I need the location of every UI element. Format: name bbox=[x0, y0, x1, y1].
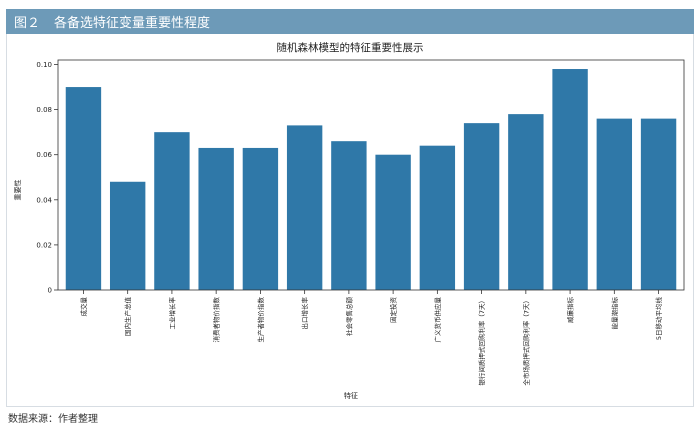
x-tick-label: 成交量 bbox=[79, 297, 88, 317]
x-tick-label: 出口增长率 bbox=[300, 297, 309, 330]
x-tick-label: 5日移动平均线 bbox=[654, 297, 663, 341]
bar bbox=[419, 145, 456, 290]
bar bbox=[109, 181, 146, 290]
chart-title: 随机森林模型的特征重要性展示 bbox=[277, 41, 424, 54]
x-tick-label: 全市场质押式回购利率（7天） bbox=[521, 297, 530, 386]
bar bbox=[463, 123, 500, 290]
bar bbox=[198, 147, 234, 290]
y-tick-label: 0.04 bbox=[36, 196, 52, 204]
x-tick-label: 银行间质押式回购利率（7天） bbox=[477, 297, 486, 386]
bar-chart: 随机森林模型的特征重要性展示 0 0.02 0.04 0.06 0.08 0.10 成交量 国… bbox=[13, 41, 685, 400]
figure-header: 图２ 各备选特征变量重要性程度 bbox=[6, 9, 694, 34]
x-axis-label: 特征 bbox=[344, 391, 358, 400]
bar bbox=[640, 118, 677, 291]
x-tick-label: 威廉指标 bbox=[566, 297, 575, 324]
bar bbox=[286, 125, 323, 291]
x-tick-label: 工业增长率 bbox=[167, 297, 176, 330]
x-tick-label: 能量潮指标 bbox=[610, 297, 619, 330]
x-tick-label: 消费者物价指数 bbox=[212, 297, 221, 343]
figure-label: 图２ bbox=[14, 16, 41, 31]
x-tick-label: 生产者物价指数 bbox=[256, 297, 265, 343]
bar bbox=[508, 114, 544, 290]
y-tick-label: 0 bbox=[48, 287, 52, 295]
y-tick-label: 0.06 bbox=[36, 151, 52, 159]
source-note: 数据来源：作者整理 bbox=[8, 414, 98, 425]
plot-area bbox=[57, 59, 685, 291]
bar bbox=[552, 69, 588, 290]
x-tick-label: 国内生产总值 bbox=[123, 297, 132, 337]
y-tick-label: 0.10 bbox=[36, 61, 52, 69]
figure-title: 各备选特征变量重要性程度 bbox=[54, 16, 211, 31]
y-axis-label: 重要性 bbox=[13, 180, 22, 201]
x-tick-label: 固定投资 bbox=[389, 297, 398, 324]
bar bbox=[154, 132, 190, 290]
x-tick-label: 广义货币供应量 bbox=[433, 297, 442, 343]
x-tick-label: 社会零售总额 bbox=[344, 297, 353, 337]
y-tick-label: 0.02 bbox=[36, 241, 52, 249]
bar bbox=[242, 147, 279, 290]
bar bbox=[65, 87, 102, 290]
bar bbox=[596, 118, 633, 291]
bar bbox=[375, 154, 411, 290]
y-tick-label: 0.08 bbox=[36, 106, 52, 114]
bar bbox=[331, 141, 367, 290]
